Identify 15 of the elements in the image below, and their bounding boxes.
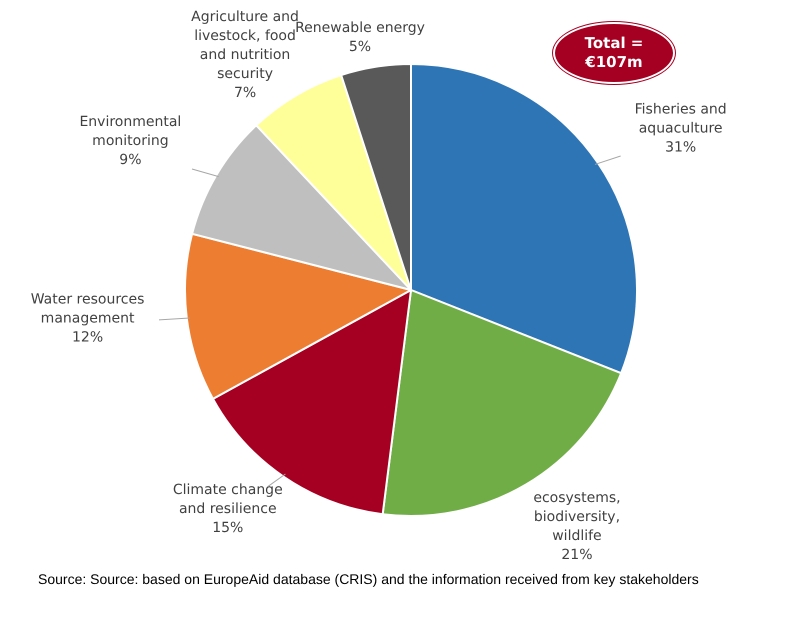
source-note: Source: Source: based on EuropeAid database (CRIS) and the information received from key stakeholders — [38, 571, 700, 588]
slice-label: ecosystems, biodiversity, wildlife — [533, 490, 621, 544]
data-label: 21% — [561, 546, 593, 563]
slice-label: Fisheries and aquaculture — [634, 101, 727, 136]
data-label: 31% — [665, 139, 696, 156]
slice-label: Environmental monitoring — [79, 114, 182, 150]
slice-label: Climate change and resilience — [172, 482, 283, 518]
slice-label: Renewable energy — [295, 20, 425, 36]
text: Total = €107m — [553, 22, 675, 84]
data-label: 15% — [212, 520, 244, 536]
slice-label: Water resources management — [30, 292, 144, 327]
data-label: 5% — [348, 39, 372, 56]
data-label: 9% — [119, 152, 142, 168]
data-label: 12% — [72, 330, 104, 346]
data-label: 7% — [234, 85, 256, 102]
